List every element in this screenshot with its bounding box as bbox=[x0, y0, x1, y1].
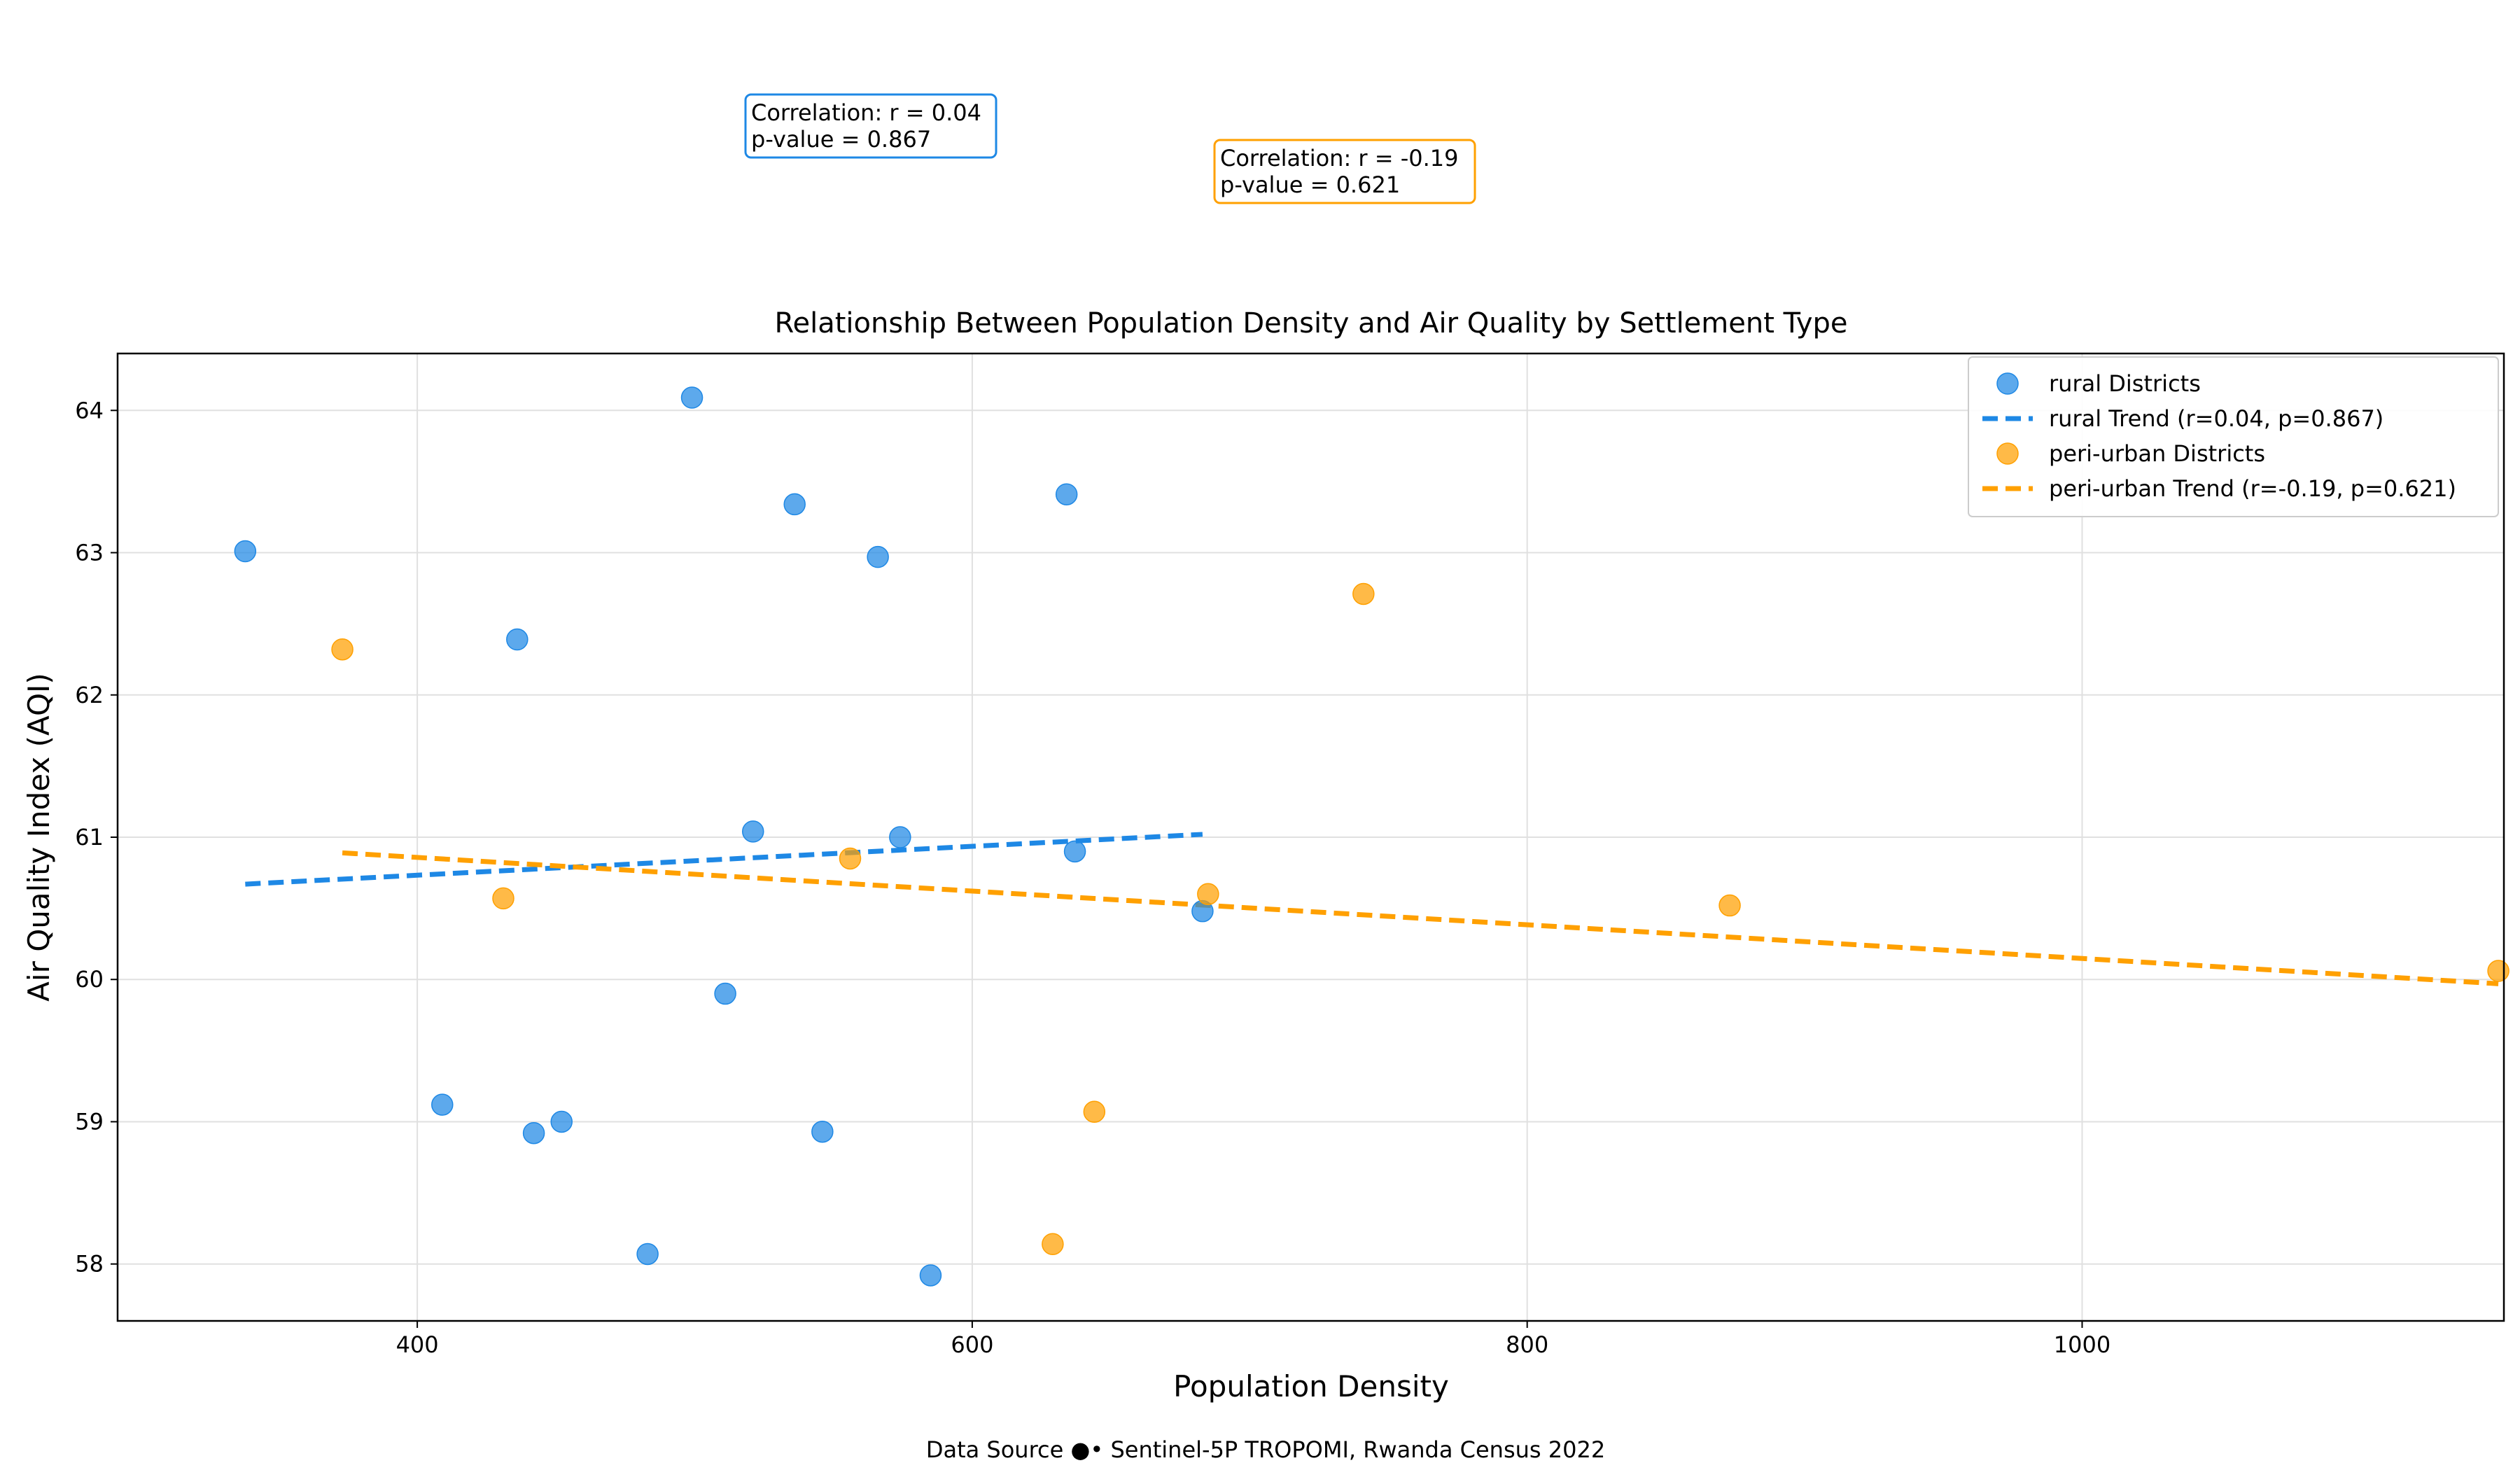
y-tick-label: 64 bbox=[75, 397, 104, 424]
scatter-point bbox=[1197, 883, 1219, 906]
scatter-point bbox=[331, 638, 354, 661]
trend-lines bbox=[245, 832, 2499, 986]
legend-marker bbox=[1996, 372, 2019, 395]
y-tick-label: 58 bbox=[75, 1251, 104, 1278]
scatter-point bbox=[867, 545, 889, 568]
y-tick-label: 60 bbox=[75, 966, 104, 993]
annotation-box bbox=[744, 93, 997, 159]
y-axis-label: Air Quality Index (AQI) bbox=[22, 673, 56, 1002]
annotation-text: p-value = 0.867 bbox=[751, 126, 931, 153]
legend: rural Districts rural Trend (r=0.04, p=0.… bbox=[1968, 356, 2499, 517]
scatter-point bbox=[492, 887, 514, 910]
annotation-text: Correlation: r = 0.04 bbox=[751, 99, 981, 126]
scatter-point bbox=[714, 982, 736, 1005]
legend-frame bbox=[1968, 356, 2499, 517]
scatter-point bbox=[234, 540, 257, 563]
chart-title: Relationship Between Population Density … bbox=[775, 307, 1848, 340]
x-tick-label: 1000 bbox=[2054, 1331, 2110, 1358]
scatter-point bbox=[1063, 840, 1086, 863]
scatter-point bbox=[839, 847, 862, 870]
annotation-box bbox=[1213, 139, 1476, 204]
annotation-text: Correlation: r = -0.19 bbox=[1220, 145, 1459, 172]
legend-marker bbox=[1996, 442, 2019, 465]
x-tick-label: 400 bbox=[396, 1331, 439, 1358]
scatter-point bbox=[1718, 894, 1741, 917]
scatter-point bbox=[783, 493, 806, 516]
y-tick-label: 62 bbox=[75, 682, 104, 708]
scatter-point bbox=[550, 1110, 573, 1133]
scatter-point bbox=[506, 628, 528, 651]
axis-ticks: 400 600 800 1000 58 59 60 61 62 63 64 bbox=[75, 397, 2110, 1358]
y-tick-label: 59 bbox=[75, 1108, 104, 1135]
scatter-point bbox=[522, 1121, 545, 1144]
scatter-point bbox=[2487, 960, 2510, 982]
scatter-point bbox=[741, 820, 764, 843]
scatter-point bbox=[919, 1264, 942, 1287]
legend-label: rural Trend (r=0.04, p=0.867) bbox=[2049, 405, 2384, 432]
scatter-point bbox=[431, 1093, 454, 1116]
x-tick-label: 600 bbox=[951, 1331, 993, 1358]
scatter-point bbox=[889, 826, 911, 848]
correlation-annotations: Correlation: r = 0.04p-value = 0.867 Corr… bbox=[744, 93, 1476, 204]
scatter-point bbox=[1042, 1233, 1064, 1256]
scatter-point bbox=[1352, 582, 1375, 606]
legend-label: peri-urban Districts bbox=[2049, 440, 2265, 467]
x-tick-label: 800 bbox=[1506, 1331, 1548, 1358]
data-source-footer: Data Source ●• Sentinel-5P TROPOMI, Rwan… bbox=[926, 1436, 1605, 1463]
trend-line bbox=[245, 832, 1203, 887]
y-tick-label: 63 bbox=[75, 540, 104, 566]
legend-label: rural Districts bbox=[2049, 370, 2201, 397]
annotation-text: p-value = 0.621 bbox=[1220, 172, 1400, 198]
scatter-point bbox=[1083, 1100, 1106, 1123]
legend-label: peri-urban Trend (r=-0.19, p=0.621) bbox=[2049, 475, 2456, 502]
scatter-point bbox=[636, 1242, 659, 1266]
trend-line bbox=[342, 850, 2499, 986]
y-tick-label: 61 bbox=[75, 824, 104, 850]
x-axis-label: Population Density bbox=[1173, 1369, 1449, 1404]
scatter-point bbox=[1055, 483, 1078, 505]
grid bbox=[118, 354, 2504, 1321]
scatter-point bbox=[680, 386, 704, 409]
scatter-point bbox=[811, 1120, 834, 1143]
